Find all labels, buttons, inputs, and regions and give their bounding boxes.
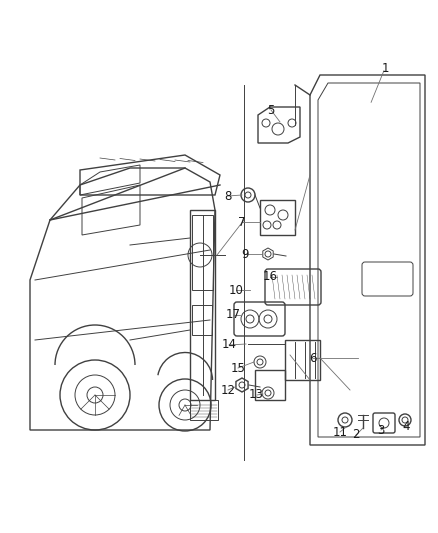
Bar (190, 400, 218, 420)
Text: 4: 4 (402, 421, 410, 433)
Text: 15: 15 (230, 361, 245, 375)
Bar (192, 305, 212, 335)
Text: 11: 11 (332, 425, 347, 439)
Text: 6: 6 (309, 351, 317, 365)
Text: 5: 5 (267, 103, 275, 117)
Text: 10: 10 (229, 284, 244, 296)
Text: 3: 3 (377, 424, 385, 437)
Text: 14: 14 (222, 338, 237, 351)
Text: 17: 17 (226, 309, 240, 321)
Text: 2: 2 (352, 429, 360, 441)
Text: 13: 13 (248, 389, 263, 401)
Text: 7: 7 (238, 215, 246, 229)
Text: 9: 9 (241, 247, 249, 261)
Text: 12: 12 (220, 384, 236, 397)
Text: 8: 8 (224, 190, 232, 203)
Text: 16: 16 (262, 271, 278, 284)
Text: 1: 1 (381, 61, 389, 75)
